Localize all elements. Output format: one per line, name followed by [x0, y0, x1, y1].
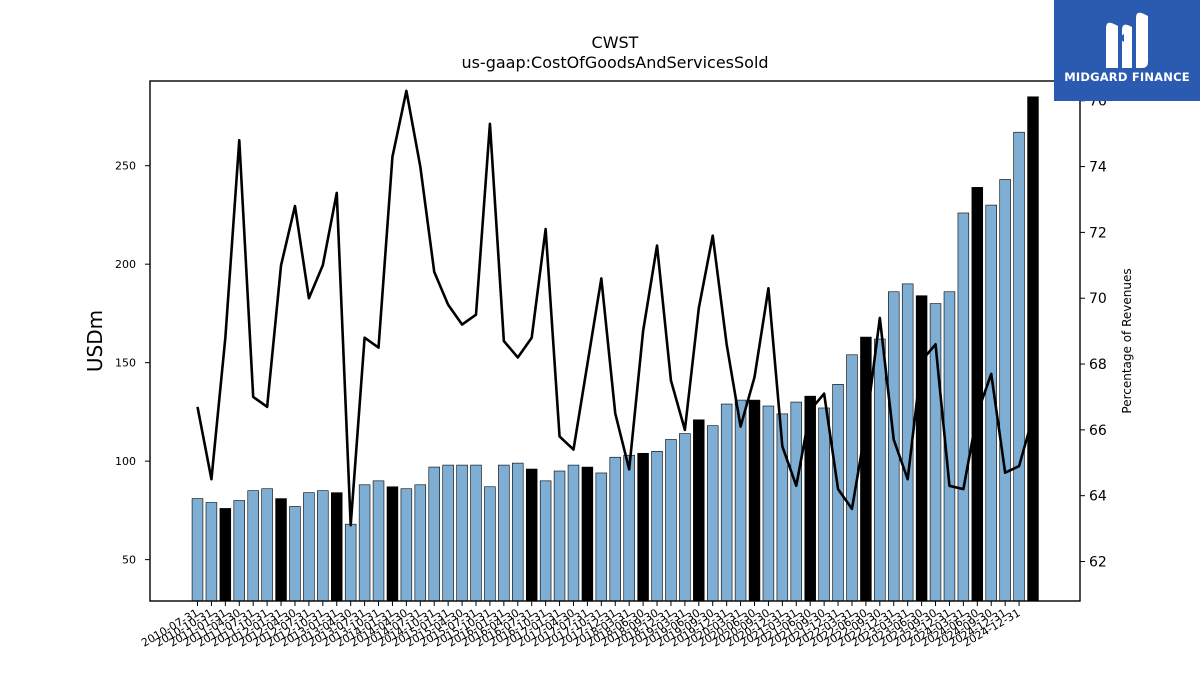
bar — [428, 466, 440, 602]
bars-layer — [191, 96, 1039, 602]
bar — [999, 179, 1011, 602]
y-tick-label: 200 — [115, 258, 136, 271]
bar — [706, 425, 719, 602]
bar — [957, 212, 970, 602]
y2-tick-label: 72 — [1089, 225, 1107, 241]
y2-tick-label: 70 — [1089, 291, 1107, 307]
bar — [484, 486, 496, 602]
bar — [233, 500, 245, 602]
bar — [679, 433, 691, 602]
bar — [442, 464, 454, 602]
bar — [372, 480, 385, 602]
bar — [915, 295, 928, 602]
bar — [400, 488, 413, 602]
bar — [344, 523, 357, 602]
bar — [874, 338, 886, 602]
y2-axis-label: Percentage of Revenues — [1120, 268, 1134, 413]
y-tick-label: 250 — [115, 160, 136, 173]
chart-title: CWST — [592, 33, 639, 52]
bar — [414, 484, 427, 602]
y2-tick-label: 62 — [1089, 555, 1107, 571]
bar — [205, 502, 218, 602]
midgard-m-icon — [1106, 12, 1148, 69]
bar — [317, 490, 329, 602]
bar — [247, 490, 259, 602]
bar — [525, 468, 538, 602]
bar — [567, 464, 580, 602]
y2-tick-label: 64 — [1089, 489, 1107, 505]
y-tick-label: 100 — [115, 455, 136, 468]
bar — [470, 464, 482, 602]
bar — [790, 401, 803, 602]
bar — [289, 506, 301, 602]
logo: MIDGARD FINANCE — [1054, 0, 1200, 101]
bar — [623, 454, 635, 602]
bar — [581, 466, 594, 602]
bar — [888, 291, 900, 602]
bar — [1027, 96, 1039, 602]
bar — [762, 405, 775, 602]
bar — [846, 354, 858, 602]
bar — [539, 480, 552, 602]
logo-text: MIDGARD FINANCE — [1064, 70, 1190, 84]
bar — [275, 498, 287, 602]
bar — [860, 336, 872, 602]
y2-tick-label: 74 — [1089, 160, 1107, 176]
chart-subtitle: us-gaap:CostOfGoodsAndServicesSold — [461, 53, 768, 72]
bar — [595, 472, 608, 602]
bar — [498, 464, 510, 602]
bar — [303, 492, 315, 602]
bar — [456, 464, 468, 602]
bar — [971, 187, 984, 602]
bar — [1013, 131, 1025, 602]
bar — [818, 407, 830, 602]
y-tick-label: 50 — [122, 554, 136, 567]
bar — [386, 486, 399, 602]
bar — [734, 399, 747, 602]
bar — [261, 488, 273, 602]
line-layer — [196, 89, 1035, 527]
bar — [665, 439, 677, 602]
y-tick-label: 150 — [115, 357, 136, 370]
left-axis: 50 100 150 200 250 — [115, 160, 150, 567]
x-axis: 2010-07-312010-10-312011-01-312011-04-30… — [139, 601, 1023, 650]
bar — [720, 403, 733, 602]
bar — [693, 419, 705, 602]
bar — [191, 498, 204, 602]
bar — [609, 456, 621, 602]
bar — [219, 508, 232, 602]
bar — [651, 450, 663, 602]
bar — [331, 492, 343, 602]
bar — [553, 470, 566, 602]
bar — [358, 484, 371, 602]
series-line — [196, 89, 1035, 527]
y2-tick-label: 66 — [1089, 423, 1107, 439]
bar — [748, 399, 761, 602]
bar — [637, 452, 649, 602]
bar — [512, 462, 524, 602]
y2-tick-label: 68 — [1089, 357, 1107, 373]
y-axis-label: USDm — [83, 310, 107, 372]
